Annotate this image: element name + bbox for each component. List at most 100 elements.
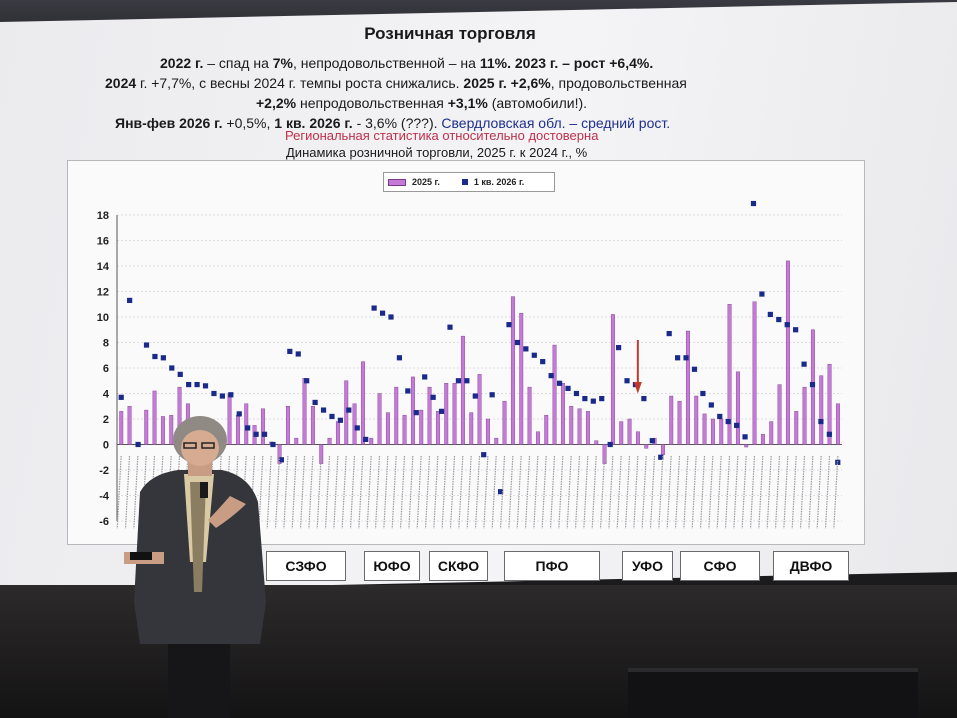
slide-title: Розничная торговля — [364, 24, 536, 43]
bar-2025 — [244, 403, 249, 445]
point-q1-2026 — [160, 355, 166, 361]
point-q1-2026 — [337, 417, 344, 423]
point-q1-2026 — [388, 314, 394, 320]
point-q1-2026 — [776, 316, 782, 323]
point-q1-2026 — [152, 353, 158, 360]
y-tick-label: 18 — [97, 210, 109, 222]
point-q1-2026 — [363, 436, 369, 442]
category-label-stub — [341, 455, 347, 529]
category-label-stub — [633, 455, 639, 529]
category-label-stub — [508, 455, 514, 529]
category-label-stub — [283, 455, 289, 529]
point-q1-2026 — [801, 361, 807, 367]
bar-2025 — [760, 434, 765, 445]
bar-2025 — [660, 444, 665, 455]
category-label-stub — [741, 455, 747, 529]
point-q1-2026 — [202, 383, 209, 389]
bar-2025 — [777, 384, 782, 445]
bar-2025 — [694, 395, 699, 445]
category-label-stub — [441, 455, 447, 529]
point-q1-2026 — [540, 359, 546, 365]
bar-2025 — [669, 395, 674, 445]
category-label-stub — [316, 455, 322, 529]
category-label-stub — [374, 455, 381, 529]
category-label-stub — [358, 455, 364, 529]
point-q1-2026 — [219, 393, 225, 399]
point-q1-2026 — [278, 457, 284, 463]
y-tick-label: 12 — [97, 287, 109, 299]
point-q1-2026 — [784, 322, 790, 328]
bar-2025 — [335, 421, 340, 445]
y-tick-label: 8 — [103, 338, 109, 350]
bar-2025 — [477, 374, 482, 445]
bar-2025 — [794, 411, 799, 445]
point-q1-2026 — [245, 425, 251, 431]
category-label-stub — [791, 455, 797, 529]
slide-line-1: 2022 г. – спад на 7%, непродовольственно… — [160, 55, 654, 71]
point-q1-2026 — [346, 407, 352, 413]
category-label-stub — [408, 455, 414, 529]
bar-2025 — [719, 418, 724, 445]
point-q1-2026 — [118, 394, 124, 400]
category-label-stub — [124, 455, 131, 529]
category-label-stub — [558, 455, 564, 529]
bar-2025 — [294, 437, 299, 445]
category-label-stub — [391, 455, 397, 529]
y-tick-label: 2 — [103, 414, 109, 426]
bar-2025 — [610, 314, 615, 445]
bar-2025 — [535, 431, 540, 445]
category-label-stub — [308, 455, 314, 529]
point-q1-2026 — [481, 452, 487, 458]
district-label-pfo: ПФО — [504, 551, 600, 581]
category-label-stub — [674, 455, 681, 529]
point-q1-2026 — [177, 371, 183, 377]
category-label-stub — [533, 455, 539, 529]
point-q1-2026 — [320, 407, 327, 413]
bar-2025 — [710, 418, 715, 445]
point-q1-2026 — [270, 441, 276, 448]
category-label-stub — [349, 455, 356, 529]
bar-2025 — [644, 444, 649, 449]
category-label-stub — [133, 455, 139, 529]
y-tick-label: -2 — [99, 465, 109, 477]
point-q1-2026 — [304, 378, 310, 384]
bar-2025 — [469, 412, 474, 445]
bar-2025 — [452, 383, 457, 445]
bar-2025 — [169, 414, 174, 445]
point-q1-2026 — [767, 311, 773, 318]
bar-2025 — [785, 260, 790, 445]
bar-2025 — [560, 383, 565, 445]
bar-2025 — [402, 414, 407, 445]
point-q1-2026 — [396, 355, 403, 361]
point-q1-2026 — [405, 388, 411, 394]
bar-2025 — [552, 344, 557, 445]
chart-caption: Динамика розничной торговли, 2025 г. к 2… — [286, 145, 588, 160]
highlight-arrow-head — [633, 382, 642, 394]
category-label-stub — [658, 455, 664, 529]
bar-2025 — [427, 386, 432, 445]
category-label-stub — [749, 455, 756, 529]
bar-2025 — [319, 444, 324, 464]
point-q1-2026 — [548, 373, 554, 379]
point-q1-2026 — [497, 489, 504, 495]
category-label-stub — [566, 455, 572, 529]
category-label-stub — [116, 455, 122, 529]
bar-2025 — [585, 411, 590, 445]
category-label-stub — [499, 455, 506, 529]
bar-2025 — [419, 409, 424, 445]
district-label-szfo: СЗФО — [266, 551, 346, 581]
legend-bars-label: 2025 г. — [412, 177, 440, 187]
category-label-stub — [449, 455, 456, 529]
district-label-yufo: ЮФО — [364, 551, 420, 581]
bar-2025 — [635, 431, 640, 445]
bar-2025 — [752, 301, 757, 445]
point-q1-2026 — [691, 366, 698, 372]
bar-2025 — [377, 393, 382, 445]
point-q1-2026 — [607, 441, 613, 448]
bar-2025 — [527, 386, 532, 445]
point-q1-2026 — [143, 342, 150, 348]
bar-2025 — [744, 444, 749, 448]
bar-2025 — [260, 408, 265, 445]
category-label-stub — [783, 455, 789, 529]
category-label-stub — [574, 455, 581, 529]
